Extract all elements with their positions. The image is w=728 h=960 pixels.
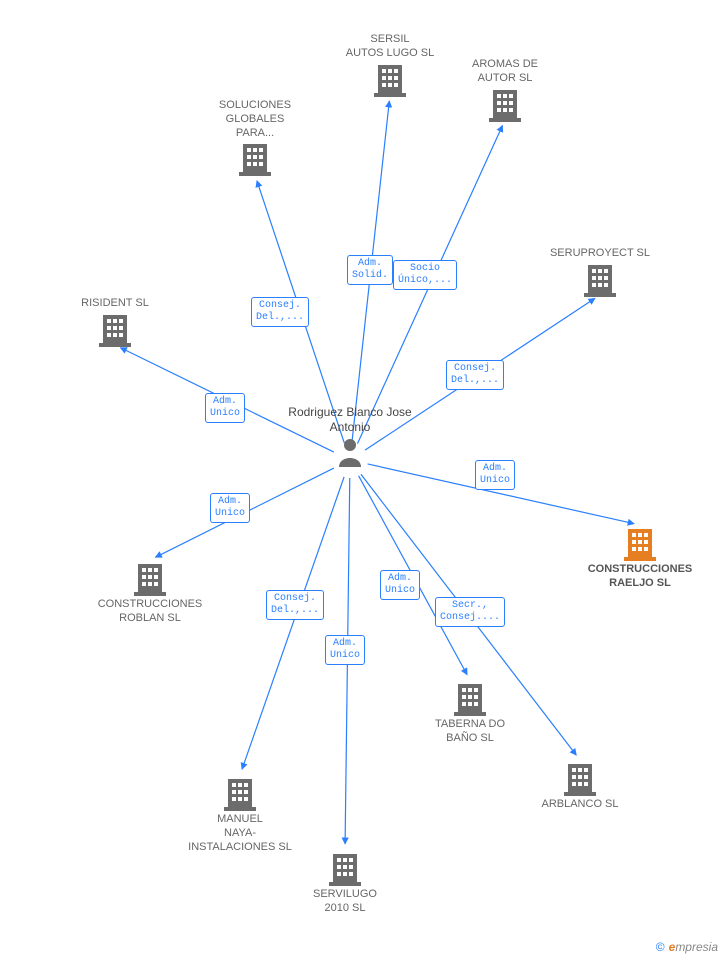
- company-node-arblanco[interactable]: ARBLANCO SL: [510, 760, 650, 812]
- building-icon: [570, 527, 710, 561]
- copyright-symbol: ©: [656, 940, 665, 954]
- watermark: ©empresia: [656, 940, 718, 954]
- company-label: AROMAS DEAUTOR SL: [435, 58, 575, 86]
- edge-label: Adm. Solid.: [347, 255, 393, 285]
- company-node-servilugo[interactable]: SERVILUGO2010 SL: [275, 850, 415, 916]
- company-label: SERSILAUTOS LUGO SL: [320, 33, 460, 61]
- company-node-risident[interactable]: RISIDENT SL: [45, 297, 185, 347]
- company-label: SERVILUGO2010 SL: [275, 888, 415, 916]
- edge-label: Adm. Unico: [210, 493, 250, 523]
- diagram-canvas: Rodriguez Blanco Jose Antonio SERSILAUTO…: [0, 0, 728, 960]
- edge-label: Adm. Unico: [325, 635, 365, 665]
- building-icon: [170, 777, 310, 811]
- company-label: MANUELNAYA-INSTALACIONES SL: [170, 813, 310, 854]
- company-label: RISIDENT SL: [45, 297, 185, 311]
- building-icon: [80, 562, 220, 596]
- building-icon: [530, 263, 670, 297]
- edge-label: Consej. Del.,...: [266, 590, 324, 620]
- company-node-aromas[interactable]: AROMAS DEAUTOR SL: [435, 58, 575, 122]
- building-icon: [510, 762, 650, 796]
- company-label: TABERNA DOBAÑO SL: [400, 718, 540, 746]
- company-node-seruproyect[interactable]: SERUPROYECT SL: [530, 247, 670, 297]
- building-icon: [185, 142, 325, 176]
- building-icon: [435, 88, 575, 122]
- edge-label: Secr., Consej....: [435, 597, 505, 627]
- company-node-manuel[interactable]: MANUELNAYA-INSTALACIONES SL: [170, 775, 310, 854]
- person-icon: [280, 437, 420, 467]
- company-label: CONSTRUCCIONESROBLAN SL: [80, 598, 220, 626]
- edge-label: Socio Único,...: [393, 260, 457, 290]
- brand-rest: mpresia: [675, 940, 718, 954]
- center-person-node[interactable]: Rodriguez Blanco Jose Antonio: [280, 405, 420, 467]
- edge-label: Consej. Del.,...: [446, 360, 504, 390]
- company-label: ARBLANCO SL: [510, 798, 650, 812]
- company-node-raeljo[interactable]: CONSTRUCCIONESRAELJO SL: [570, 525, 710, 591]
- building-icon: [275, 852, 415, 886]
- edge-line: [242, 477, 344, 769]
- edge-label: Adm. Unico: [380, 570, 420, 600]
- company-node-roblan[interactable]: CONSTRUCCIONESROBLAN SL: [80, 560, 220, 626]
- company-label: SOLUCIONESGLOBALESPARA...: [185, 99, 325, 140]
- edges-layer: [0, 0, 728, 960]
- building-icon: [45, 313, 185, 347]
- edge-label: Adm. Unico: [205, 393, 245, 423]
- company-node-taberna[interactable]: TABERNA DOBAÑO SL: [400, 680, 540, 746]
- edge-label: Consej. Del.,...: [251, 297, 309, 327]
- edge-label: Adm. Unico: [475, 460, 515, 490]
- company-label: SERUPROYECT SL: [530, 247, 670, 261]
- center-person-label: Rodriguez Blanco Jose Antonio: [280, 405, 420, 435]
- company-label: CONSTRUCCIONESRAELJO SL: [570, 563, 710, 591]
- building-icon: [400, 682, 540, 716]
- company-node-soluciones[interactable]: SOLUCIONESGLOBALESPARA...: [185, 99, 325, 176]
